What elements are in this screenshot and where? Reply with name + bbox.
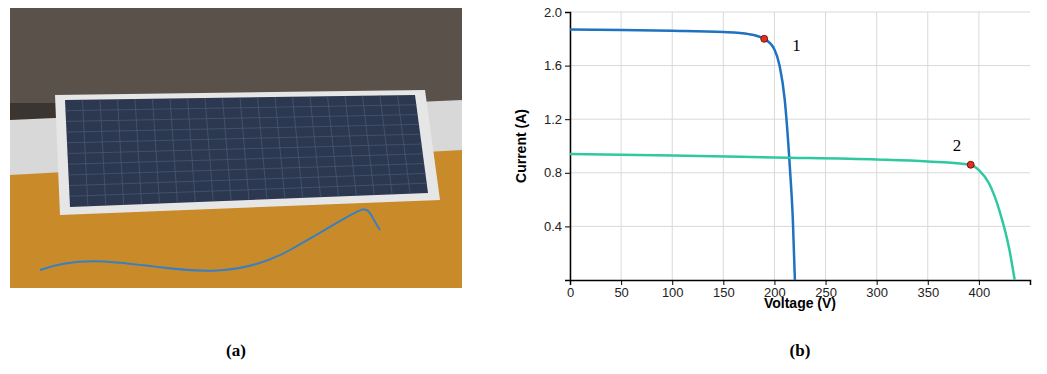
x-tick-label: 50 [614, 285, 628, 300]
y-tick: 2.0 [544, 5, 570, 20]
panel-cell-line [69, 173, 425, 185]
y-axis: 0.4 0.8 1.2 1.6 2.0 [544, 5, 571, 281]
panel-grid [66, 95, 427, 206]
chart: 0501001502002503003504000.40.81.21.62.0V… [513, 5, 1031, 311]
panel [65, 95, 428, 207]
y-tick-mark [565, 12, 570, 13]
plot-area [570, 29, 1015, 280]
panel-cell-line [66, 105, 417, 111]
x-tick: 100 [662, 280, 684, 300]
caption: (b) [790, 341, 811, 360]
y-tick-label: 1.2 [544, 112, 562, 127]
y-tick-mark [565, 119, 570, 120]
grid-line [672, 12, 673, 280]
x-tick-label: 100 [662, 285, 684, 300]
y-tick-mark [565, 66, 570, 67]
panel-cell-line [68, 154, 423, 164]
figure: (a)0501001502002503003504000.40.81.21.62… [0, 0, 1047, 374]
panel-cell-line [68, 144, 422, 154]
grid-line [621, 12, 622, 280]
x-axis-title: Voltage (V) [764, 295, 836, 311]
y-tick-mark [565, 173, 570, 174]
panel-cell-line [70, 183, 427, 196]
x-tick-label: 150 [713, 285, 735, 300]
panel-cell-line [66, 115, 418, 122]
grid-line [723, 12, 724, 280]
grid [570, 12, 1030, 280]
grid-line [570, 119, 1030, 120]
panel-cell-line [67, 124, 419, 132]
photo [10, 8, 462, 288]
y-axis-line [565, 13, 571, 281]
y-tick-label: 0.8 [544, 165, 562, 180]
y-tick: 1.2 [544, 112, 570, 127]
y-axis-title: Current (A) [513, 109, 529, 183]
y-tick: 0.8 [544, 165, 570, 180]
y-tick-label: 2.0 [544, 5, 562, 20]
point-label: 1 [792, 36, 801, 55]
x-tick-label: 350 [917, 285, 939, 300]
mpp-point [967, 161, 974, 168]
x-tick: 350 [917, 280, 939, 300]
x-tick-label: 400 [969, 285, 991, 300]
y-tick-mark [565, 226, 570, 227]
y-tick-label: 1.6 [544, 58, 562, 73]
x-axis-line [571, 281, 1031, 286]
x-tick: 300 [866, 280, 888, 300]
grid-line [570, 12, 1030, 13]
y-tick: 0.4 [544, 219, 570, 234]
grid-line [978, 12, 979, 280]
x-tick: 50 [614, 280, 628, 300]
grid-line [876, 12, 877, 280]
grid-line [570, 172, 1030, 173]
x-tick: 0 [567, 280, 574, 300]
y-tick: 1.6 [544, 58, 570, 73]
photo-background [10, 8, 462, 288]
grid-line [570, 65, 1030, 66]
photo-cable [40, 210, 380, 271]
panel-cell-line [69, 164, 425, 175]
panel-cell-line [67, 134, 420, 143]
x-tick-label: 0 [567, 285, 574, 300]
grid-line [927, 12, 928, 280]
x-tick: 150 [713, 280, 735, 300]
x-tick-label: 300 [866, 285, 888, 300]
mpp-point [761, 35, 768, 42]
x-tick: 400 [969, 280, 991, 300]
point-label: 2 [953, 136, 962, 155]
series-line [570, 154, 1015, 280]
caption: (a) [226, 341, 246, 360]
grid-line [570, 226, 1030, 227]
panel-border [55, 90, 440, 215]
grid-line [825, 12, 826, 280]
photo-wall [10, 8, 462, 103]
y-tick-label: 0.4 [544, 219, 562, 234]
